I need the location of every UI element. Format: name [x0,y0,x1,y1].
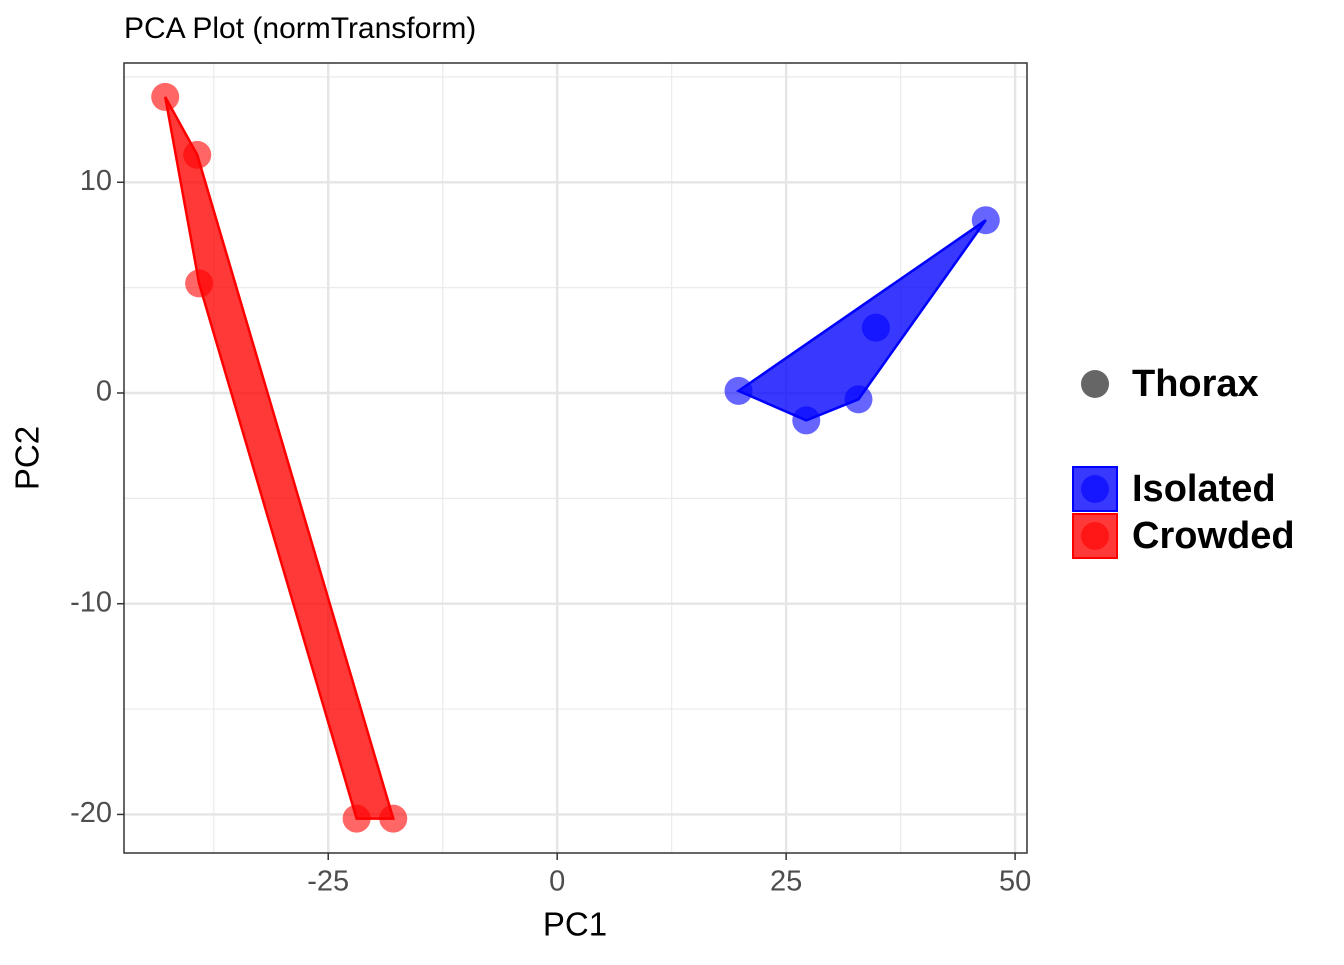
plot-border [123,62,1028,854]
y-axis-title: PC2 [9,426,46,490]
chart-title: PCA Plot (normTransform) [124,12,476,45]
legend-label: Thorax [1132,363,1259,405]
hull [163,96,395,820]
point [792,406,821,435]
point [379,804,408,833]
legend-marker [1081,475,1109,503]
y-tick-label: 0 [96,376,112,408]
legend-marker [1081,370,1109,398]
x-tick-label: 50 [999,866,1031,898]
x-tick-label: 0 [549,866,565,898]
point [185,269,214,298]
point [342,804,371,833]
legend-marker [1081,522,1109,550]
legend-label: Crowded [1132,515,1295,557]
y-tick-label: -10 [70,586,112,618]
legend-label: Isolated [1132,468,1276,510]
point [151,82,180,111]
point [861,313,890,342]
x-tick-label: 25 [770,866,802,898]
point [724,376,753,405]
point [844,385,873,414]
point [183,140,212,169]
x-tick-label: -25 [307,866,349,898]
y-tick-label: 10 [80,165,112,197]
point [971,206,1000,235]
x-axis-title: PC1 [543,906,607,943]
y-tick-label: -20 [70,797,112,829]
